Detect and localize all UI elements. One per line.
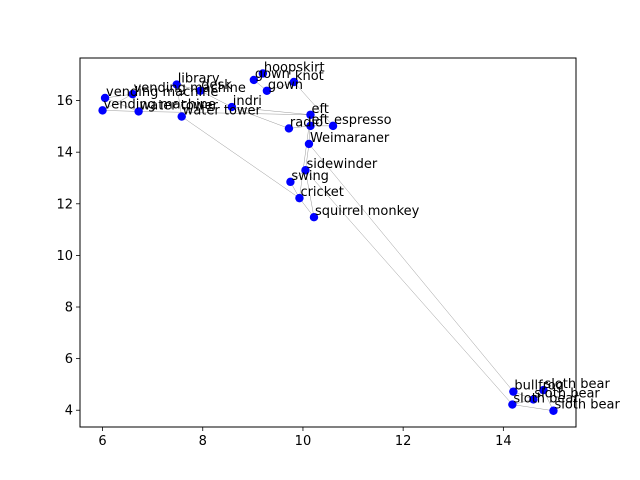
y-tick-label-3: 10	[56, 249, 73, 264]
connector-line-5	[176, 84, 182, 117]
data-point-9	[98, 106, 107, 115]
data-point-17	[301, 166, 310, 175]
connector-line-14	[293, 81, 334, 127]
connector-line-2	[231, 106, 311, 116]
point-label-13: eft	[311, 113, 328, 128]
point-label-21: bullfrog	[514, 379, 564, 394]
connector-line-19	[305, 143, 310, 171]
y-tick-label-2: 8	[65, 301, 73, 316]
connector-line-17	[231, 106, 290, 129]
point-label-0: hoopskirt	[264, 60, 325, 75]
data-point-16	[304, 139, 314, 149]
data-point-15	[284, 124, 294, 133]
data-point-23	[529, 395, 538, 404]
connector-line-29	[512, 404, 554, 411]
data-point-21	[509, 387, 518, 396]
connector-line-8	[102, 110, 139, 112]
connector-line-9	[138, 111, 311, 116]
data-point-10	[134, 107, 143, 116]
data-point-14	[328, 121, 338, 131]
connector-line-23	[305, 170, 315, 218]
point-label-10: water tower	[140, 98, 219, 113]
point-label-8: indri	[233, 94, 262, 109]
connector-line-4	[181, 116, 300, 199]
data-point-20	[309, 213, 319, 222]
point-label-7: vending machine	[106, 85, 218, 100]
connector-line-1	[200, 90, 232, 108]
data-point-5	[128, 89, 137, 99]
data-point-3	[262, 86, 272, 95]
data-point-11	[177, 112, 186, 121]
data-point-13	[306, 121, 315, 131]
data-points	[98, 69, 558, 415]
x-tick-label-2: 10	[295, 434, 312, 449]
y-tick-label-1: 6	[65, 352, 73, 367]
plot-frame	[79, 57, 577, 428]
y-tick-label-5: 14	[56, 146, 73, 161]
point-label-18: swing	[291, 169, 329, 184]
point-label-2: knot	[295, 69, 324, 84]
connector-line-10	[104, 97, 139, 112]
data-point-4	[172, 80, 181, 89]
point-label-15: radio	[290, 115, 323, 130]
y-tick-label-0: 4	[65, 404, 73, 419]
data-point-8	[227, 102, 237, 112]
data-point-12	[306, 110, 315, 119]
point-label-1: gown	[255, 67, 290, 82]
data-point-1	[249, 75, 259, 85]
point-label-24: sloth bear	[513, 392, 579, 407]
point-label-19: cricket	[300, 185, 343, 200]
point-label-11: water tower	[183, 104, 262, 119]
connector-line-24	[308, 143, 514, 392]
data-point-25	[549, 406, 558, 415]
data-point-18	[286, 177, 295, 187]
x-tick-label-4: 14	[495, 434, 512, 449]
point-label-14: espresso	[334, 113, 392, 128]
x-axis-ticks: 6 8 10 12 14	[98, 427, 512, 449]
point-label-25: sloth bear	[554, 398, 620, 413]
point-label-6: desk	[201, 78, 232, 93]
point-label-9: vending machine	[104, 97, 216, 112]
data-point-7	[100, 93, 110, 103]
point-label-12: eft	[311, 102, 328, 117]
point-label-20: squirrel monkey	[315, 204, 420, 219]
point-label-22: sloth bear	[544, 377, 610, 392]
data-point-6	[196, 86, 205, 95]
x-tick-label-0: 6	[98, 434, 106, 449]
y-tick-label-4: 12	[56, 197, 73, 212]
point-label-5: vending machine	[134, 81, 246, 96]
y-axis-ticks: 4 6 8 10 12 14 16	[56, 94, 80, 419]
x-tick-label-1: 8	[199, 434, 207, 449]
data-point-24	[508, 400, 517, 409]
y-tick-label-6: 16	[56, 94, 73, 109]
point-label-16: Weimaraner	[310, 131, 390, 146]
point-label-23: sloth bear	[534, 386, 600, 401]
x-tick-label-3: 12	[395, 434, 412, 449]
point-label-17: sidewinder	[306, 157, 377, 172]
data-point-22	[539, 385, 548, 395]
connector-lines	[102, 73, 554, 411]
connector-line-7	[102, 93, 133, 111]
data-point-19	[295, 193, 304, 203]
point-label-3: gown	[268, 78, 303, 93]
connector-line-6	[105, 93, 133, 99]
connector-line-25	[305, 170, 513, 405]
point-label-4: library	[178, 72, 220, 87]
connector-line-13	[266, 81, 295, 92]
data-point-2	[289, 77, 299, 87]
data-point-0	[258, 69, 268, 78]
